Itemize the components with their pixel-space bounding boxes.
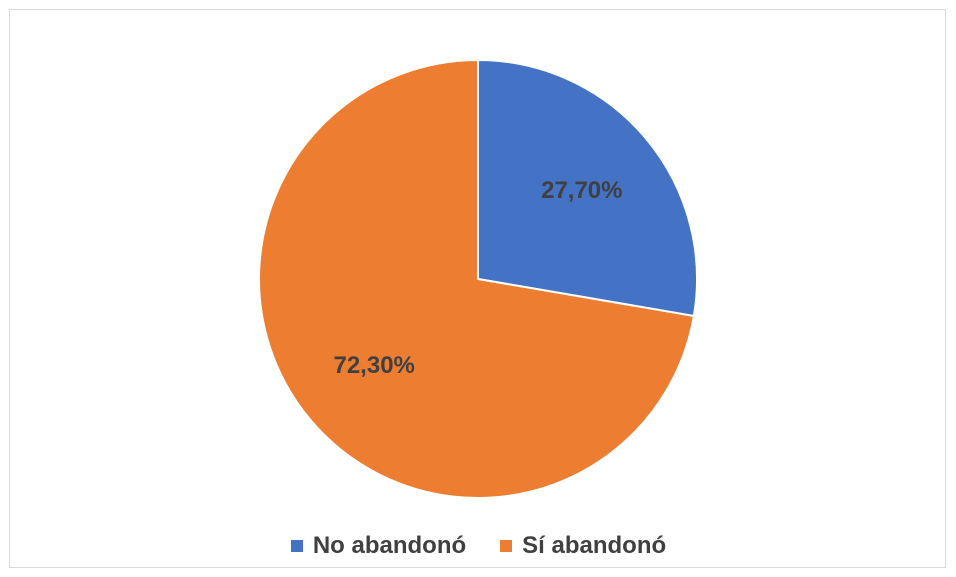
chart-area: 27,70% 72,30% No abandonó Sí abandonó (9, 9, 946, 568)
pie-slices (258, 59, 699, 499)
data-label-slice-1: 72,30% (333, 352, 414, 379)
pie-data-labels: 27,70% 72,30% (333, 177, 622, 379)
legend-swatch-no-abandono (290, 540, 303, 552)
pie-chart: 27,70% 72,30% (258, 59, 699, 499)
legend-item-no-abandono: No abandonó (290, 532, 467, 560)
pie-slice-1 (258, 59, 695, 499)
legend: No abandonó Sí abandonó (10, 532, 947, 560)
legend-label-no-abandono: No abandonó (312, 532, 467, 559)
pie-slice-0 (477, 59, 699, 317)
legend-swatch-si-abandono (500, 540, 513, 552)
data-label-slice-0: 27,70% (541, 177, 622, 204)
legend-item-si-abandono: Sí abandonó (500, 532, 666, 560)
legend-label-si-abandono: Sí abandonó (522, 532, 667, 559)
